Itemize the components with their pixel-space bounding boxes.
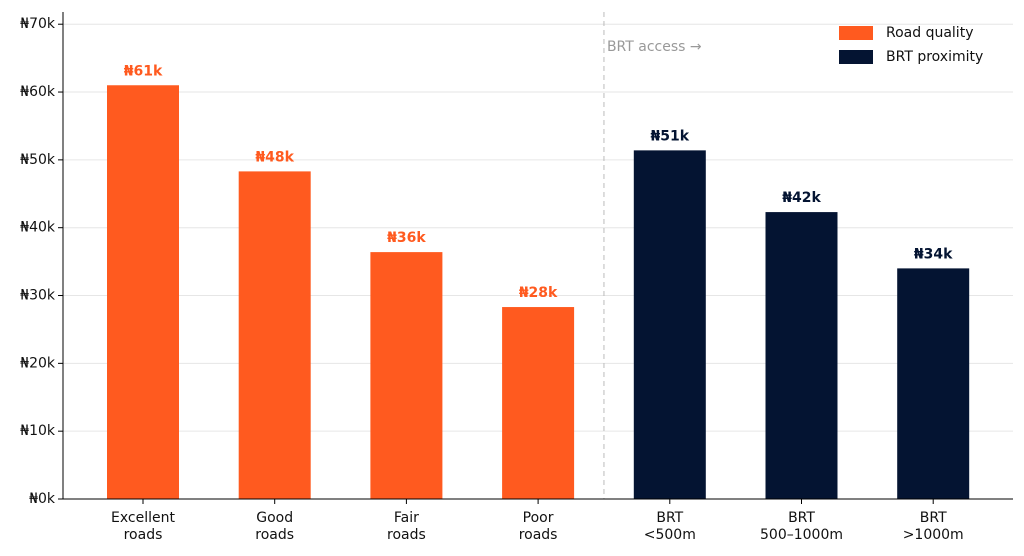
x-tick-label: BRT xyxy=(656,510,683,526)
bar xyxy=(238,171,311,499)
x-tick-label: roads xyxy=(255,527,294,543)
x-tick-label: roads xyxy=(387,527,426,543)
x-tick-label: BRT xyxy=(920,510,947,526)
bar xyxy=(107,85,179,499)
value-label: ₦48k xyxy=(255,149,294,165)
x-tick-label: Poor xyxy=(523,510,554,526)
legend-swatch xyxy=(839,26,873,40)
y-tick-label: ₦0k xyxy=(29,491,56,507)
bar xyxy=(502,307,575,499)
x-tick-label: roads xyxy=(519,527,558,543)
y-tick-label: ₦20k xyxy=(20,355,56,371)
annotation: BRT access → xyxy=(607,39,702,55)
y-tick-label: ₦30k xyxy=(20,288,56,304)
legend-label: Road quality xyxy=(886,25,973,41)
legend-label: BRT proximity xyxy=(886,49,983,65)
x-tick-label: 500–1000m xyxy=(760,527,843,543)
y-tick-label: ₦70k xyxy=(20,16,56,32)
y-tick-label: ₦60k xyxy=(20,84,56,100)
y-tick-label: ₦10k xyxy=(20,423,56,439)
value-label: ₦61k xyxy=(124,63,163,79)
value-label: ₦28k xyxy=(519,285,558,301)
legend-swatch xyxy=(839,50,873,64)
value-label: ₦36k xyxy=(387,230,426,246)
x-tick-label: Good xyxy=(256,510,293,526)
bar xyxy=(765,212,838,500)
x-tick-label: Excellent xyxy=(111,510,175,526)
bar xyxy=(633,150,706,500)
x-tick-label: <500m xyxy=(644,527,696,543)
x-tick-label: roads xyxy=(124,527,163,543)
bar xyxy=(370,252,443,499)
value-label: ₦34k xyxy=(914,246,953,262)
y-tick-label: ₦40k xyxy=(20,220,56,236)
value-label: ₦42k xyxy=(782,190,821,206)
bar xyxy=(897,268,970,499)
x-tick-label: Fair xyxy=(394,510,419,526)
x-tick-label: >1000m xyxy=(903,527,964,543)
value-label: ₦51k xyxy=(651,128,690,144)
x-tick-label: BRT xyxy=(788,510,815,526)
y-tick-label: ₦50k xyxy=(20,152,56,168)
